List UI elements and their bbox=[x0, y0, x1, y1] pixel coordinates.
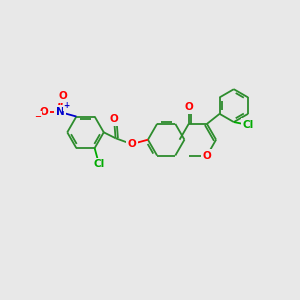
Text: O: O bbox=[184, 103, 193, 112]
Text: O: O bbox=[128, 139, 136, 149]
Text: O: O bbox=[110, 114, 118, 124]
Text: Cl: Cl bbox=[243, 120, 254, 130]
Text: O: O bbox=[59, 91, 68, 101]
Text: Cl: Cl bbox=[93, 159, 105, 169]
Text: O: O bbox=[202, 151, 211, 160]
Text: +: + bbox=[64, 101, 70, 110]
Text: N: N bbox=[56, 107, 64, 117]
Text: −: − bbox=[34, 112, 41, 121]
Text: O: O bbox=[40, 107, 48, 117]
